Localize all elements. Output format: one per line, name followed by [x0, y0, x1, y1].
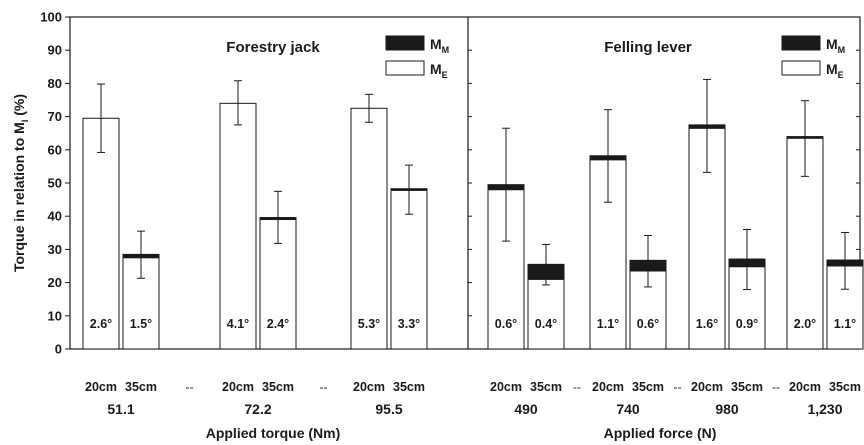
legend-label-mm: MM — [826, 36, 845, 55]
y-tick-label: 100 — [40, 10, 62, 25]
legend-label-me: ME — [430, 61, 448, 80]
bars-layer — [82, 78, 864, 350]
length-label: 35cm — [632, 380, 664, 394]
x-axis-label: Applied force (N) — [604, 425, 717, 441]
length-label: 20cm — [592, 380, 624, 394]
angle-label: 1.6° — [696, 317, 718, 331]
length-label: 20cm — [691, 380, 723, 394]
bar-me — [82, 117, 120, 350]
y-tick-label: 20 — [48, 275, 62, 290]
bar-me — [390, 189, 428, 350]
legend-swatch-mm — [385, 35, 425, 51]
y-axis-label: Torque in relation to MI (%) — [11, 94, 30, 272]
length-label: 35cm — [829, 380, 861, 394]
y-tick-label: 10 — [48, 308, 62, 323]
group-value-label: 1,230 — [807, 401, 842, 417]
group-value-label: 740 — [616, 401, 640, 417]
x-axis-label: Applied torque (Nm) — [206, 425, 341, 441]
group-value-label: 95.5 — [375, 401, 402, 417]
y-tick-label: 50 — [48, 176, 62, 191]
length-label: 20cm — [353, 380, 385, 394]
angle-label: 3.3° — [398, 317, 420, 331]
panel-title: Forestry jack — [226, 39, 320, 56]
panel-title: Felling lever — [604, 39, 692, 56]
length-label: 35cm — [731, 380, 763, 394]
length-label: 20cm — [222, 380, 254, 394]
legend-swatch-me — [385, 60, 425, 76]
y-tick-label: 70 — [48, 109, 62, 124]
length-label: 35cm — [262, 380, 294, 394]
y-tick-label: 90 — [48, 43, 62, 58]
group-value-label: 72.2 — [244, 401, 271, 417]
group-value-label: 980 — [715, 401, 739, 417]
group-separator: -- — [320, 380, 328, 394]
group-value-label: 490 — [514, 401, 538, 417]
y-tick-label: 60 — [48, 142, 62, 157]
length-label: 35cm — [530, 380, 562, 394]
legend-swatch-mm — [781, 35, 821, 51]
angle-label: 2.4° — [267, 317, 289, 331]
legend-swatch-me — [781, 60, 821, 76]
angle-label: 1.1° — [834, 317, 856, 331]
length-label: 35cm — [125, 380, 157, 394]
group-value-label: 51.1 — [107, 401, 134, 417]
length-label: 35cm — [393, 380, 425, 394]
labels-layer: 0 10 20 30 40 50 60 70 80 90 100 Torque in relation… — [11, 10, 861, 442]
length-label: 20cm — [789, 380, 821, 394]
angle-label: 2.0° — [794, 317, 816, 331]
group-separator: -- — [772, 380, 780, 394]
length-label: 20cm — [490, 380, 522, 394]
angle-label: 1.5° — [130, 317, 152, 331]
y-tick-label: 0 — [55, 342, 62, 357]
bar-me — [527, 278, 565, 350]
angle-label: 5.3° — [358, 317, 380, 331]
group-separator: -- — [186, 380, 194, 394]
angle-label: 1.1° — [597, 317, 619, 331]
angle-label: 4.1° — [227, 317, 249, 331]
group-separator: -- — [573, 380, 581, 394]
angle-label: 0.6° — [637, 317, 659, 331]
bar-me — [350, 107, 388, 350]
group-separator: -- — [674, 380, 682, 394]
angle-label: 0.4° — [535, 317, 557, 331]
bar-me — [219, 102, 257, 350]
legend-label-me: ME — [826, 61, 844, 80]
angle-label: 2.6° — [90, 317, 112, 331]
y-tick-label: 40 — [48, 209, 62, 224]
y-tick-label: 80 — [48, 76, 62, 91]
angle-label: 0.6° — [495, 317, 517, 331]
axes-layer — [65, 16, 861, 350]
angle-label: 0.9° — [736, 317, 758, 331]
y-tick-label: 30 — [48, 242, 62, 257]
length-label: 20cm — [85, 380, 117, 394]
legend-label-mm: MM — [430, 36, 449, 55]
